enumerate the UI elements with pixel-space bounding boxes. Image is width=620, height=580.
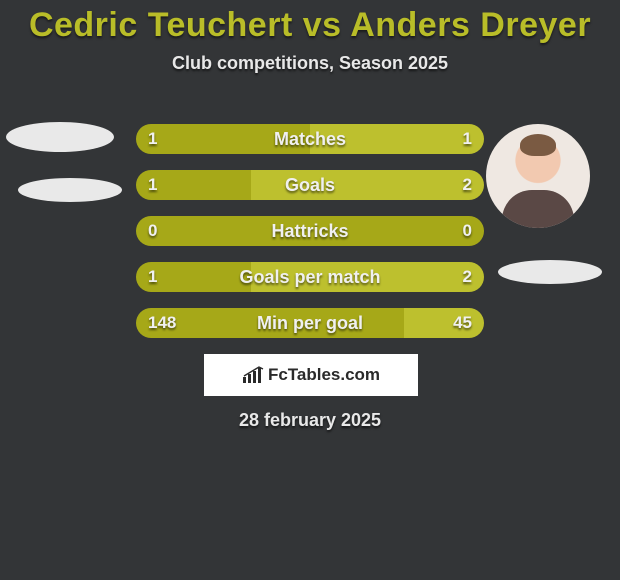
bar-segment-right [251,262,484,292]
date-label: 28 february 2025 [0,410,620,431]
page-subtitle: Club competitions, Season 2025 [0,53,620,74]
bar-segment-right [310,124,484,154]
logo-text: FcTables.com [268,365,380,385]
logo-badge: FcTables.com [204,354,418,396]
bar-row: Min per goal14845 [136,308,484,338]
player-left-placeholder-2 [18,178,122,202]
bar-row: Goals12 [136,170,484,200]
bar-segment-left [136,124,310,154]
bar-segment-left [136,170,251,200]
bar-segment-left [136,216,484,246]
page-title: Cedric Teuchert vs Anders Dreyer [0,0,620,45]
bar-segment-left [136,308,404,338]
chart-icon [242,366,264,384]
player-left-placeholder-1 [6,122,114,152]
bar-segment-right [251,170,484,200]
bar-row: Hattricks00 [136,216,484,246]
bar-row: Goals per match12 [136,262,484,292]
bar-row: Matches11 [136,124,484,154]
bar-segment-right [404,308,484,338]
player-right-avatar [486,124,590,228]
bar-segment-left [136,262,251,292]
player-right-placeholder [498,260,602,284]
comparison-bars: Matches11 Goals12 Hattricks00 Goals per mat… [136,124,484,354]
